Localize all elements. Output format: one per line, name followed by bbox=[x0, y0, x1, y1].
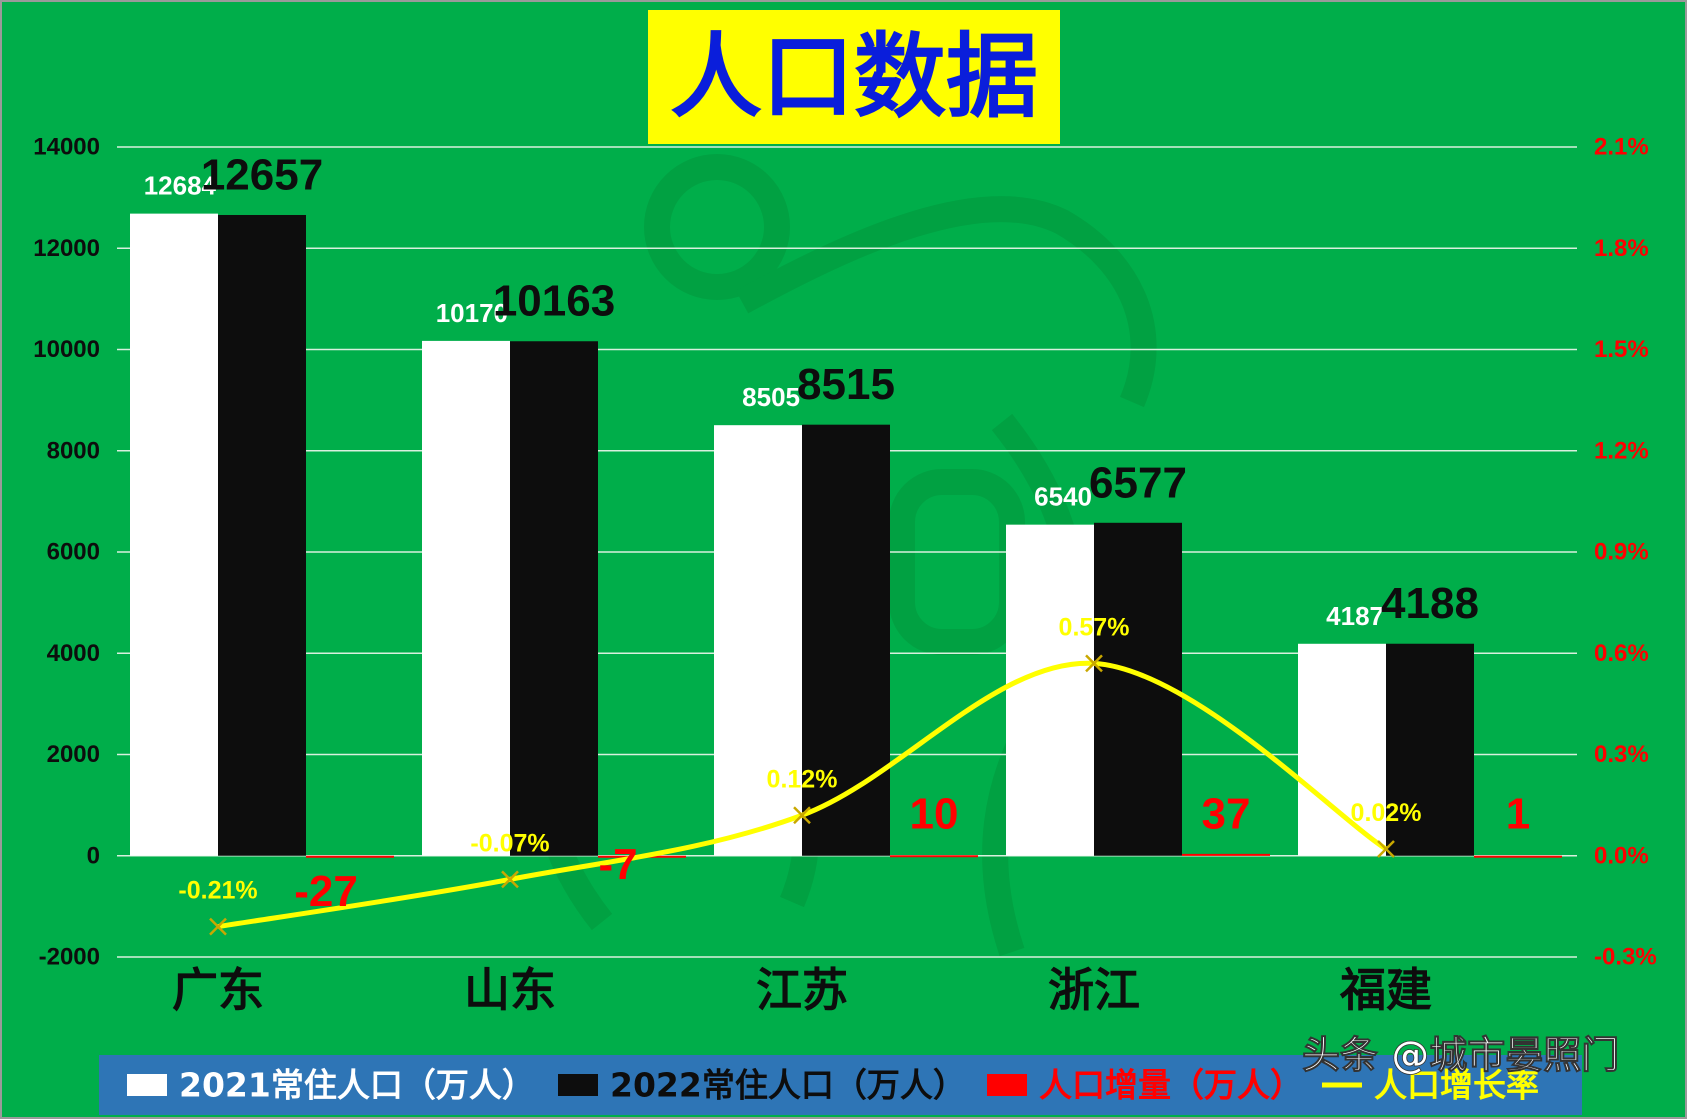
category-label: 浙江 bbox=[1048, 963, 1140, 1017]
chart-title: 人口数据 bbox=[648, 10, 1060, 144]
label-rate: -0.21% bbox=[178, 877, 257, 905]
rate-marker bbox=[793, 806, 811, 825]
label-increase: 10 bbox=[910, 790, 959, 839]
rate-marker-stroke bbox=[793, 806, 811, 825]
bar-2021 bbox=[130, 213, 218, 856]
left-tick-label: 10000 bbox=[33, 336, 100, 363]
right-tick-label: 0.0% bbox=[1594, 842, 1649, 869]
right-tick-label: 0.9% bbox=[1594, 539, 1649, 566]
label-2021: 10170 bbox=[436, 298, 508, 328]
label-increase: -7 bbox=[598, 840, 637, 889]
bar-increase bbox=[306, 855, 394, 858]
label-increase: 37 bbox=[1202, 790, 1251, 839]
right-tick-label: 0.3% bbox=[1594, 741, 1649, 768]
legend-swatch bbox=[558, 1074, 598, 1096]
label-2021: 8505 bbox=[742, 382, 800, 412]
left-tick-label: 12000 bbox=[33, 235, 100, 262]
left-tick-label: 8000 bbox=[47, 437, 100, 464]
left-tick-label: 4000 bbox=[47, 640, 100, 667]
label-2022: 10163 bbox=[493, 277, 615, 326]
label-2022: 12657 bbox=[201, 150, 323, 199]
rate-marker-stroke bbox=[209, 917, 227, 936]
rate-marker-stroke bbox=[501, 870, 519, 889]
right-tick-label: -0.3% bbox=[1594, 944, 1657, 971]
title-box bbox=[648, 10, 1060, 144]
legend-swatch bbox=[127, 1074, 167, 1096]
right-tick-label: 2.1% bbox=[1594, 134, 1649, 161]
label-rate: 0.12% bbox=[767, 765, 838, 793]
bar-increase bbox=[1182, 853, 1270, 856]
category-label: 福建 bbox=[1339, 963, 1432, 1017]
label-2021: 6540 bbox=[1034, 482, 1092, 512]
rate-marker-stroke bbox=[1377, 840, 1395, 858]
rate-line bbox=[209, 654, 1395, 936]
watermark-text: 头条 @城市晏照门 bbox=[1302, 1033, 1619, 1077]
right-tick-label: 0.6% bbox=[1594, 640, 1649, 667]
label-rate: -0.07% bbox=[470, 829, 549, 857]
rate-marker bbox=[1085, 654, 1103, 673]
bar-2021 bbox=[1006, 524, 1094, 856]
legend-label: 人口增量（万人） bbox=[1039, 1066, 1303, 1105]
bar-2021 bbox=[422, 340, 510, 856]
legend: 2021常住人口（万人） 2022常住人口（万人） 人口增量（万人） 人口增长率 bbox=[99, 1055, 1582, 1115]
left-tick-label: 2000 bbox=[47, 741, 100, 768]
label-rate: 0.02% bbox=[1351, 799, 1422, 827]
left-tick-label: -2000 bbox=[39, 944, 100, 971]
rate-marker bbox=[1377, 840, 1395, 858]
right-axis: 2.1% 1.8% 1.5% 1.2% 0.9% 0.6% 0.3% 0.0% -0.3% bbox=[1594, 134, 1657, 971]
legend-label: 人口增长率 bbox=[1374, 1066, 1539, 1105]
bar-2022 bbox=[510, 341, 598, 856]
left-tick-label: 14000 bbox=[33, 134, 100, 161]
label-increase: 1 bbox=[1506, 790, 1530, 839]
bar-2022 bbox=[218, 214, 306, 856]
label-2021: 4187 bbox=[1326, 601, 1384, 631]
label-increase: -27 bbox=[294, 867, 358, 916]
title-text: 人口数据 bbox=[670, 24, 1038, 131]
rate-marker bbox=[501, 870, 519, 889]
label-2021: 12684 bbox=[144, 171, 217, 201]
rate-marker bbox=[209, 917, 227, 936]
legend-label: 2022常住人口（万人） bbox=[610, 1066, 966, 1105]
label-2022: 4188 bbox=[1381, 579, 1479, 628]
rate-line-path bbox=[217, 660, 1388, 930]
bar-2021 bbox=[1298, 643, 1386, 856]
legend-swatch bbox=[987, 1074, 1027, 1096]
left-axis: 14000 12000 10000 8000 6000 4000 2000 0 -2000 bbox=[33, 134, 100, 971]
category-label: 山东 bbox=[464, 963, 556, 1017]
legend-label: 2021常住人口（万人） bbox=[179, 1066, 535, 1105]
label-2022: 8515 bbox=[797, 360, 895, 409]
label-rate: 0.57% bbox=[1059, 613, 1130, 641]
bar-2022 bbox=[1386, 643, 1474, 856]
right-tick-label: 1.5% bbox=[1594, 336, 1649, 363]
label-2022: 6577 bbox=[1089, 458, 1187, 507]
bar-increase bbox=[890, 855, 978, 858]
bar-2022 bbox=[802, 424, 890, 856]
right-tick-label: 1.2% bbox=[1594, 437, 1649, 464]
category-label: 江苏 bbox=[756, 963, 848, 1017]
left-tick-label: 0 bbox=[87, 842, 100, 869]
category-label: 广东 bbox=[172, 963, 264, 1017]
category-labels: 广东 山东 江苏 浙江 福建 bbox=[172, 963, 1432, 1017]
right-tick-label: 1.8% bbox=[1594, 235, 1649, 262]
bar-increase bbox=[1474, 855, 1562, 858]
left-tick-label: 6000 bbox=[47, 539, 100, 566]
rate-marker-stroke bbox=[1085, 654, 1103, 673]
bars bbox=[130, 213, 1562, 858]
bar-2021 bbox=[714, 425, 802, 856]
